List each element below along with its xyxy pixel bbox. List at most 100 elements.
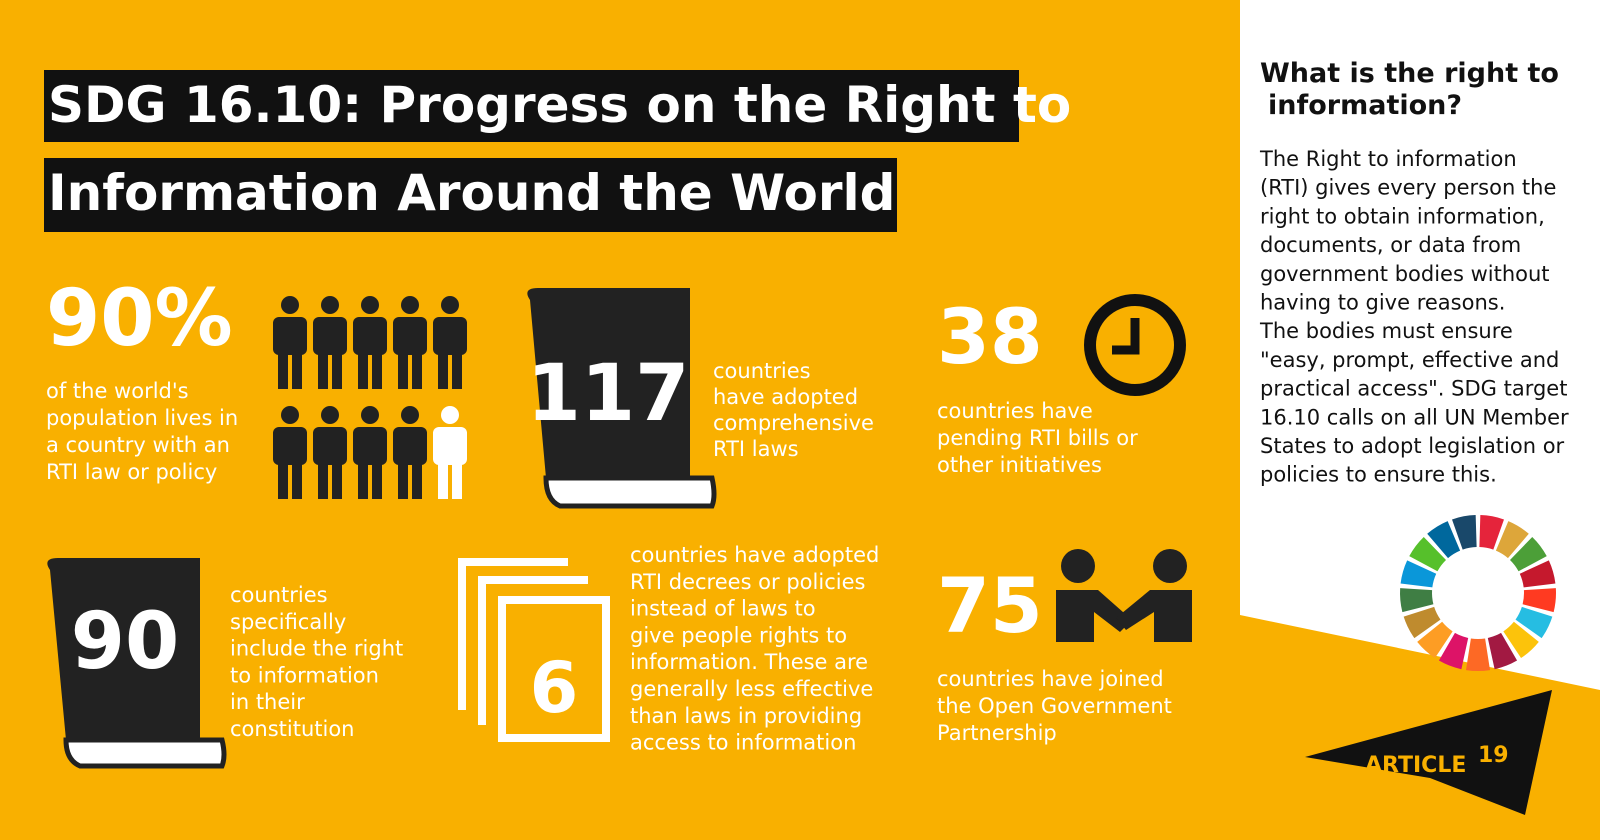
sidebar-text: "easy, prompt, effective and [1260,348,1559,372]
person-leg [438,461,448,499]
wheel-segment [1503,621,1539,659]
people-icons [273,296,467,499]
scroll-icon [527,288,717,509]
person-head [281,296,299,314]
person-head [361,296,379,314]
person-leg [318,461,328,499]
person-body [273,427,307,465]
pages-icon [458,558,610,742]
sidebar-text: documents, or data from [1260,233,1521,257]
stat-text: instead of laws to [630,597,816,621]
person-icon [313,296,347,389]
sidebar-panel [1240,0,1600,690]
person-head [401,406,419,424]
scroll-icon [47,558,227,769]
sidebar-text: States to adopt legislation or [1260,434,1565,458]
wheel-segment [1400,560,1437,588]
sidebar-heading: What is the right to [1260,58,1559,89]
wheel-segment [1522,588,1556,613]
stat-text: Partnership [937,721,1057,745]
stat-text: countries [713,359,811,383]
wheel-segment [1509,536,1547,572]
logo-name: ARTICLE [1365,753,1466,778]
person-head [361,406,379,424]
stat-text: access to information [630,731,856,755]
stat-figure: 6 [530,647,579,729]
wheel-segment [1479,515,1504,550]
title: Information Around the World [48,164,895,222]
person-leg [372,351,382,389]
wheel-segment [1495,521,1529,559]
stat-text: information. These are [630,650,868,674]
sidebar-text: The Right to information [1259,147,1517,171]
sidebar-text: policies to ensure this. [1260,463,1497,487]
person-leg [438,351,448,389]
stat-text: in their [230,690,305,714]
person-body [353,317,387,355]
wheel-segment [1409,536,1447,572]
stat-figure: 117 [527,349,690,439]
stat-text: comprehensive [713,411,874,435]
person-leg [332,351,342,389]
stat-figure: 90 [71,597,180,687]
person-body [433,427,467,465]
person-leg [278,461,288,499]
person-head [321,296,339,314]
stat-text: than laws in providing [630,704,862,728]
clock-icon [1084,294,1186,396]
person-leg [398,351,408,389]
wheel-segment [1515,606,1553,639]
logo: ARTICLE 19 [1305,690,1552,815]
wheel-segment [1519,560,1556,588]
person-head [281,406,299,424]
person-leg [292,461,302,499]
wheel-segment [1487,632,1518,670]
person-leg [292,351,302,389]
stat-figure: 90% [46,274,233,364]
stat-text: give people rights to [630,623,847,647]
person-leg [452,461,462,499]
person-head [401,296,419,314]
person-body [273,317,307,355]
person-body [313,427,347,465]
sidebar-text: government bodies without [1260,262,1550,286]
person-icon [433,406,467,499]
person-icon [273,296,307,389]
wheel-segment [1465,638,1491,671]
person-body [393,317,427,355]
stat-text: pending RTI bills or [937,426,1138,450]
sidebar-text: right to obtain information, [1260,204,1545,228]
stat-text: other initiatives [937,453,1102,477]
wheel-segment [1400,588,1434,613]
person-body [313,317,347,355]
stat-text: specifically [230,610,346,634]
stat-text: include the right [230,637,403,661]
person-leg [412,351,422,389]
stat-text: have adopted [713,385,858,409]
stat-figure: 75 [937,561,1043,650]
wheel-segment [1403,606,1441,639]
person-body [433,317,467,355]
person-head [441,406,459,424]
person-head [321,406,339,424]
person-head [441,296,459,314]
stat-text: RTI law or policy [46,460,217,484]
person-icon [353,406,387,499]
person-leg [318,351,328,389]
wheel-segment [1438,632,1469,670]
wheel-segment [1452,515,1477,550]
stat-text: RTI laws [713,437,799,461]
person-icon [393,406,427,499]
stat-text: countries have adopted [630,543,879,567]
title-box [44,158,897,232]
person-leg [358,351,368,389]
stat-text: countries [230,583,328,607]
wheel-segment [1427,521,1461,559]
person-icon [433,296,467,389]
sidebar-heading: information? [1268,90,1462,121]
stat-text: of the world's [46,379,189,403]
person-body [393,427,427,465]
handshake-icon [1056,549,1192,642]
person-leg [278,351,288,389]
